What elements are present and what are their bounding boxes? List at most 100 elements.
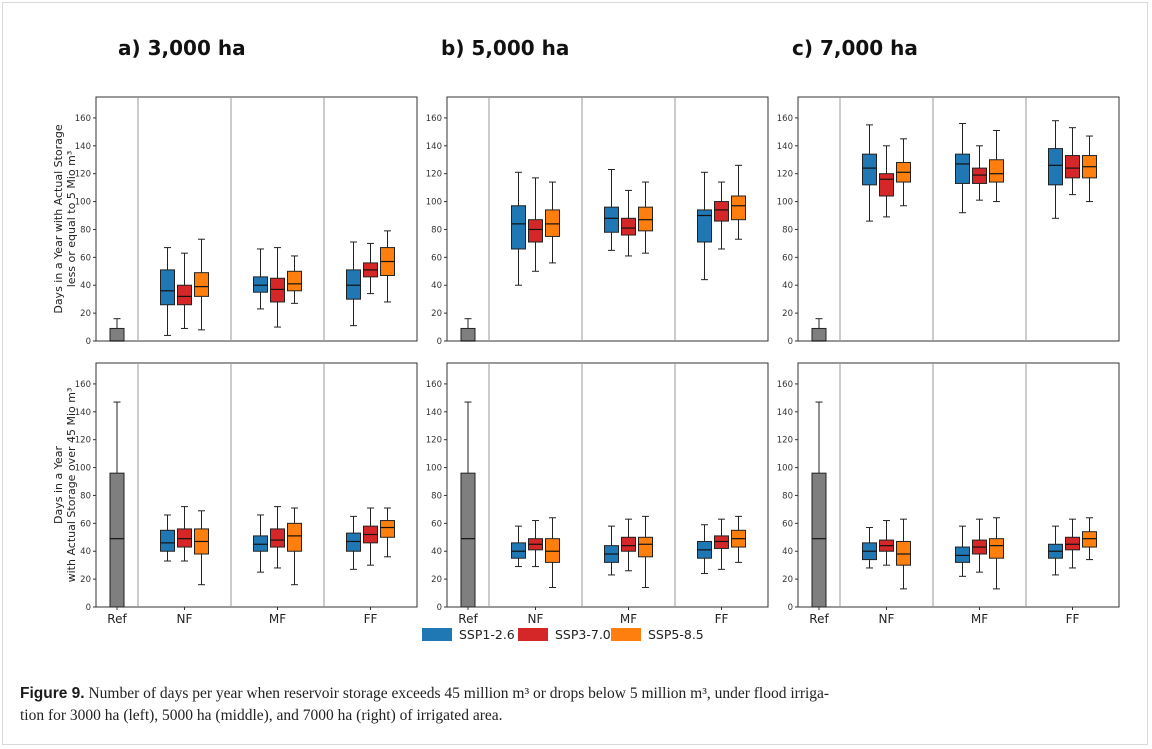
box-iqr — [380, 520, 395, 538]
legend-label-ssp5-85: SSP5-8.5 — [648, 627, 704, 642]
y-tick-label-80: 80 — [80, 225, 91, 235]
box-mf-ssp5-85 — [989, 129, 1004, 203]
y-tick-label-20: 20 — [782, 309, 793, 319]
y-tick-label-120: 120 — [426, 170, 442, 180]
y-tick-label-100: 100 — [777, 464, 793, 474]
box-iqr — [511, 205, 526, 250]
box-mf-ssp3-70 — [621, 518, 636, 572]
y-tick-label-140: 140 — [75, 142, 91, 152]
y-tick-label-0: 0 — [788, 337, 793, 347]
y-tick-label-160: 160 — [777, 114, 793, 124]
box-iqr — [638, 536, 653, 558]
box-iqr — [879, 173, 894, 197]
box-iqr — [1065, 155, 1080, 179]
box-iqr — [253, 535, 268, 552]
y-tick-label-160: 160 — [75, 114, 91, 124]
y-tick-label-40: 40 — [782, 547, 793, 557]
x-tick-label-mf: MF — [620, 612, 637, 626]
box-iqr — [621, 217, 636, 236]
box-iqr — [346, 532, 361, 552]
box-ref — [109, 318, 125, 342]
box-iqr — [714, 535, 729, 549]
box-mf-ssp5-85 — [638, 181, 653, 254]
box-nf-ssp1-26 — [862, 124, 877, 222]
box-ref — [460, 318, 476, 342]
box-mf-ssp3-70 — [270, 506, 285, 569]
box-ff-ssp1-26 — [697, 524, 712, 575]
box-nf-ssp5-85 — [545, 181, 560, 264]
y-tick-label-0: 0 — [86, 603, 91, 613]
y-tick-label-0: 0 — [437, 337, 442, 347]
x-tick-label-nf: NF — [879, 612, 895, 626]
box-iqr — [1048, 148, 1063, 186]
box-iqr — [862, 153, 877, 186]
caption-line-1: Number of days per year when reservoir s… — [88, 685, 830, 702]
y-tick-label-160: 160 — [75, 380, 91, 390]
y-tick-label-140: 140 — [75, 408, 91, 418]
box-mf-ssp3-70 — [972, 145, 987, 201]
box-iqr — [545, 209, 560, 237]
panel-title-2: b) 5,000 ha — [441, 36, 569, 60]
figure-caption: Figure 9. Number of days per year when r… — [20, 683, 1130, 727]
box-iqr — [460, 472, 476, 608]
box-iqr — [1065, 536, 1080, 551]
y-tick-label-0: 0 — [86, 337, 91, 347]
y-tick-label-20: 20 — [431, 575, 442, 585]
box-ff-ssp1-26 — [1048, 525, 1063, 576]
x-tick-label-nf: NF — [528, 612, 544, 626]
box-mf-ssp5-85 — [638, 515, 653, 588]
box-ff-ssp3-70 — [714, 518, 729, 570]
panel-frame — [797, 96, 1120, 342]
box-iqr — [896, 540, 911, 566]
y-tick-label-120: 120 — [777, 436, 793, 446]
row-1-ylabel-2: less or equal to 5 Mio m³ — [65, 151, 78, 287]
box-iqr — [731, 195, 746, 221]
box-ff-ssp3-70 — [1065, 127, 1080, 196]
box-iqr — [194, 272, 209, 297]
box-iqr — [109, 472, 125, 608]
box-iqr — [955, 546, 970, 563]
x-tick-label-ff: FF — [715, 612, 729, 626]
y-tick-label-140: 140 — [777, 408, 793, 418]
row-2-ylabel-2: with Actual Storage over 45 Mio m³ — [65, 388, 78, 583]
legend-swatch-ssp1-26 — [422, 628, 452, 641]
legend-swatch-ssp5-85 — [611, 628, 641, 641]
y-tick-label-80: 80 — [431, 225, 442, 235]
box-mf-ssp1-26 — [955, 122, 970, 214]
x-tick-label-ref: Ref — [107, 612, 127, 626]
x-tick-label-ff: FF — [364, 612, 378, 626]
box-ff-ssp3-70 — [363, 242, 378, 295]
x-tick-label-ref: Ref — [809, 612, 829, 626]
y-tick-label-100: 100 — [426, 464, 442, 474]
y-tick-label-120: 120 — [777, 170, 793, 180]
y-tick-label-140: 140 — [777, 142, 793, 152]
box-mf-ssp3-70 — [621, 189, 636, 257]
box-nf-ssp3-70 — [879, 520, 894, 566]
y-tick-label-160: 160 — [426, 380, 442, 390]
y-tick-label-60: 60 — [431, 253, 442, 263]
panel-title-1: a) 3,000 ha — [118, 36, 246, 60]
y-tick-label-80: 80 — [80, 491, 91, 501]
panel-title-3: c) 7,000 ha — [792, 36, 918, 60]
x-tick-label-ref: Ref — [458, 612, 478, 626]
box-nf-ssp1-26 — [511, 171, 526, 286]
box-ff-ssp1-26 — [1048, 120, 1063, 219]
x-tick-label-ff: FF — [1066, 612, 1080, 626]
box-iqr — [270, 277, 285, 303]
y-tick-label-120: 120 — [75, 436, 91, 446]
box-nf-ssp3-70 — [177, 252, 192, 329]
panel-r1-c2: 0 20 40 60 80 100 120 140 160 — [426, 96, 769, 347]
panel-r1-c3: 0 20 40 60 80 100 120 140 160 — [777, 96, 1120, 347]
box-mf-ssp5-85 — [287, 255, 302, 304]
box-ff-ssp5-85 — [1082, 517, 1097, 561]
box-nf-ssp1-26 — [160, 247, 175, 336]
box-iqr — [989, 159, 1004, 183]
box-nf-ssp5-85 — [545, 517, 560, 588]
y-tick-label-160: 160 — [426, 114, 442, 124]
y-tick-label-60: 60 — [80, 519, 91, 529]
box-iqr — [270, 528, 285, 548]
box-iqr — [697, 209, 712, 243]
box-iqr — [811, 327, 827, 342]
y-tick-label-60: 60 — [431, 519, 442, 529]
box-ff-ssp5-85 — [731, 515, 746, 563]
